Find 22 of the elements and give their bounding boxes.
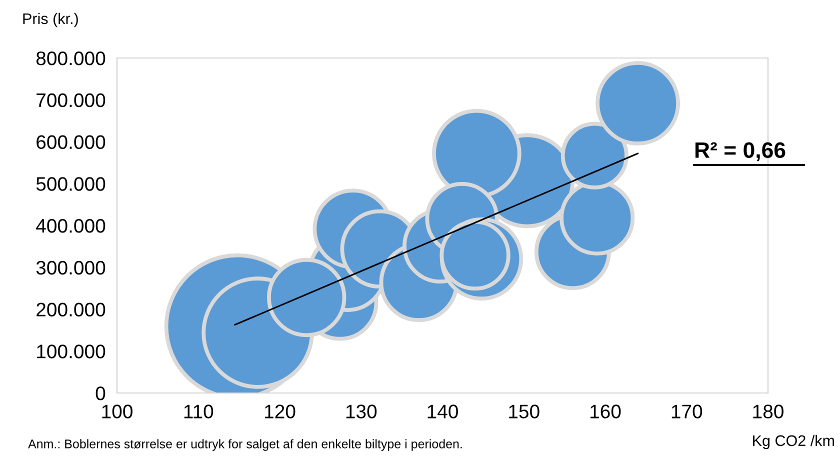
y-tick-label: 300.000 bbox=[36, 260, 106, 275]
y-tick-label: 200.000 bbox=[36, 302, 106, 316]
x-tick-label: 120 bbox=[265, 404, 296, 418]
x-tick-label: 110 bbox=[184, 404, 214, 418]
y-tick-label: 600.000 bbox=[36, 135, 106, 149]
y-tick-label: 800.000 bbox=[36, 51, 106, 66]
y-tick-label: 700.000 bbox=[36, 93, 106, 108]
x-tick-label: 150 bbox=[509, 404, 540, 418]
y-tick-label: 500.000 bbox=[36, 177, 106, 191]
x-tick-label: 140 bbox=[428, 404, 458, 418]
x-tick-label: 170 bbox=[672, 404, 702, 418]
x-axis-title: Kg CO2 /km bbox=[753, 434, 834, 450]
x-tick-label: 180 bbox=[753, 404, 784, 418]
text: Anm.: Boblernes størrelse er udtryk for salget af den enkelte biltype i perioden. bbox=[28, 439, 462, 451]
annotation: R² = 0,66 bbox=[695, 142, 786, 162]
y-axis-title: Pris (kr.) bbox=[23, 12, 78, 28]
x-tick-label: 160 bbox=[590, 404, 621, 418]
x-tick-label: 130 bbox=[346, 404, 377, 418]
y-tick-label: 400.000 bbox=[36, 218, 106, 233]
y-tick-label: 0 bbox=[96, 386, 106, 400]
y-tick-label: 100.000 bbox=[37, 344, 106, 358]
x-tick-label: 100 bbox=[102, 404, 132, 418]
